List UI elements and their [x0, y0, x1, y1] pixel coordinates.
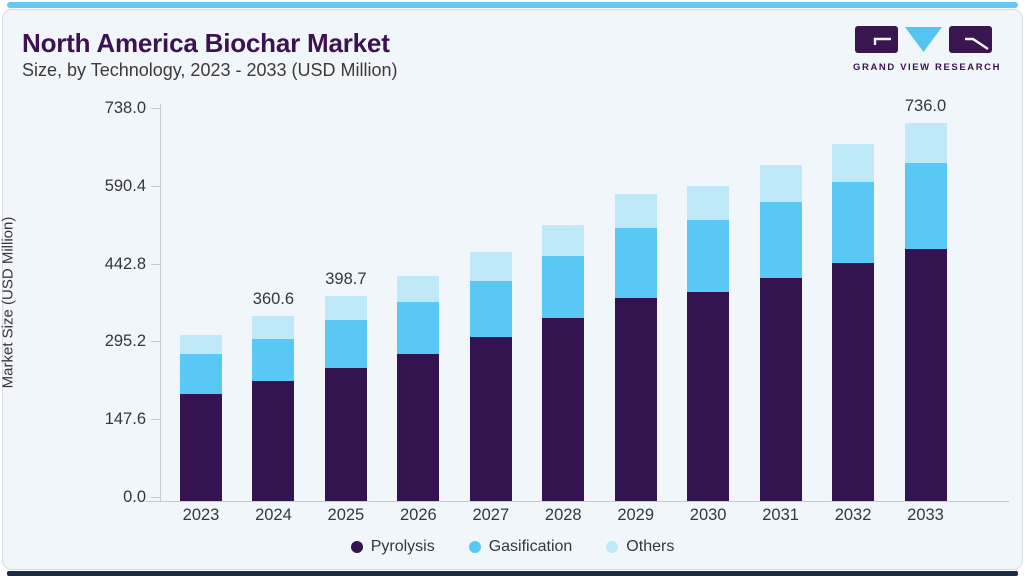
bar-segment-gasification-2032 — [832, 181, 875, 263]
bar-segment-others-2029 — [614, 193, 657, 229]
bar-segment-others-2025 — [324, 296, 367, 320]
y-tick-label: 738.0 — [104, 99, 146, 117]
y-axis-tick — [151, 497, 161, 498]
y-axis-tick — [151, 341, 161, 343]
y-tick-label: 442.8 — [104, 254, 146, 273]
bar-segment-others-2023 — [180, 335, 222, 355]
y-axis-line — [160, 104, 161, 501]
bar-segment-pyrolysis-2026 — [397, 354, 440, 501]
logo-g-notch-icon — [873, 37, 891, 45]
x-axis-label: 2033 — [907, 506, 944, 524]
y-axis-tick — [151, 419, 161, 421]
page-subtitle: Size, by Technology, 2023 - 2033 (USD Mi… — [22, 60, 398, 80]
bar-segment-others-2024 — [252, 316, 295, 340]
y-tick-label: 590.4 — [104, 176, 146, 195]
bar-value-label: 736.0 — [904, 97, 947, 116]
page-title: North America Biochar Market — [22, 28, 390, 58]
bar-segment-gasification-2033 — [904, 162, 947, 249]
x-axis-line — [146, 501, 1009, 502]
bar-segment-gasification-2024 — [252, 339, 295, 381]
bar-segment-gasification-2023 — [180, 354, 222, 394]
x-axis-label: 2026 — [399, 506, 437, 524]
bar-segment-pyrolysis-2024 — [252, 380, 295, 501]
gvr-logo-mark-icon — [855, 26, 992, 53]
y-tick-label: 147.6 — [104, 410, 146, 429]
y-axis-tick — [151, 108, 161, 109]
bar-segment-pyrolysis-2029 — [614, 297, 657, 501]
y-axis-title: Market Size (USD Million) — [0, 216, 17, 389]
bottom-accent-bar — [7, 571, 1018, 576]
bar-segment-others-2032 — [832, 144, 875, 182]
legend-label: Gasification — [488, 538, 573, 555]
x-axis-label: 2023 — [182, 506, 220, 524]
bar-segment-gasification-2031 — [759, 202, 802, 278]
x-axis-label: 2027 — [472, 506, 510, 524]
bar-segment-gasification-2028 — [542, 256, 585, 319]
x-axis-label: 2029 — [617, 506, 655, 524]
logo-v-triangle-icon — [905, 27, 942, 52]
bar-segment-gasification-2030 — [687, 220, 730, 292]
bar-segment-others-2026 — [397, 276, 440, 303]
bar-segment-others-2030 — [687, 186, 730, 221]
x-axis-label: 2030 — [689, 506, 727, 524]
legend-item-pyrolysis: Pyrolysis — [350, 538, 435, 556]
x-axis-label: 2031 — [762, 506, 799, 524]
bar-segment-pyrolysis-2030 — [687, 291, 730, 501]
y-tick-label: 295.2 — [104, 332, 146, 351]
bar-segment-gasification-2025 — [324, 319, 367, 368]
bar-segment-pyrolysis-2028 — [542, 318, 585, 501]
x-axis-label: 2032 — [834, 506, 872, 524]
y-axis-tick — [151, 185, 161, 187]
bar-segment-others-2028 — [542, 224, 585, 257]
bar-segment-others-2027 — [469, 251, 512, 282]
x-axis-label: 2025 — [327, 506, 365, 524]
bar-segment-pyrolysis-2023 — [180, 393, 222, 501]
logo-text: GRAND VIEW RESEARCH — [853, 62, 1002, 73]
bar-segment-pyrolysis-2027 — [469, 337, 512, 501]
bar-segment-others-2033 — [904, 123, 947, 163]
bar-segment-pyrolysis-2032 — [832, 262, 875, 501]
legend-label: Others — [626, 538, 675, 555]
y-axis-tick — [151, 263, 161, 265]
top-accent-bar — [7, 2, 1018, 8]
logo-r-notch-icon — [965, 37, 989, 50]
legend-item-others: Others — [606, 538, 674, 556]
legend-item-gasification: Gasification — [468, 538, 573, 556]
bar-value-label: 360.6 — [252, 290, 295, 308]
legend-label: Pyrolysis — [370, 538, 435, 555]
bar-segment-pyrolysis-2031 — [759, 277, 802, 501]
gasification-dot-icon — [468, 541, 481, 553]
x-axis-label: 2028 — [544, 506, 582, 524]
gvr-logo: GRAND VIEW RESEARCH — [853, 25, 1001, 73]
chart-legend: Pyrolysis Gasification Others — [0, 538, 1025, 556]
x-axis-label: 2024 — [255, 506, 292, 524]
bar-segment-gasification-2027 — [469, 281, 512, 338]
bar-segment-pyrolysis-2025 — [324, 367, 367, 501]
bar-segment-gasification-2026 — [397, 302, 440, 355]
bar-segment-others-2031 — [759, 165, 802, 203]
y-tick-label: 0.0 — [123, 488, 146, 506]
bar-segment-pyrolysis-2033 — [904, 248, 947, 501]
pyrolysis-dot-icon — [350, 541, 363, 553]
bar-segment-gasification-2029 — [614, 228, 657, 298]
bar-value-label: 398.7 — [325, 270, 367, 289]
others-dot-icon — [606, 541, 619, 553]
